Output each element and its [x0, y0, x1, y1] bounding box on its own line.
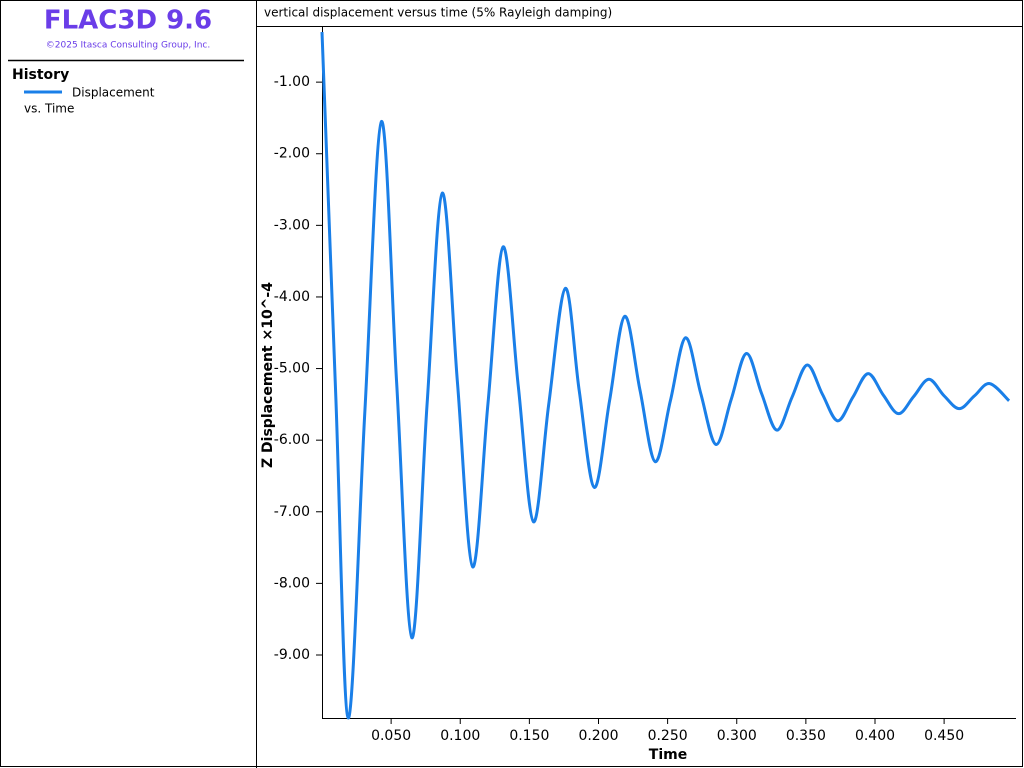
y-tick-label: -4.00	[274, 289, 310, 305]
x-tick-label: 0.050	[371, 728, 411, 744]
y-tick-label: -2.00	[274, 146, 310, 162]
chart-title: vertical displacement versus time (5% Ra…	[264, 6, 612, 20]
x-tick-label: 0.150	[509, 728, 549, 744]
x-tick-label: 0.300	[717, 728, 757, 744]
y-tick-label: -8.00	[274, 575, 310, 591]
legend-suffix: vs. Time	[24, 102, 74, 116]
y-axis-label: Z Displacement ×10^-4	[260, 282, 276, 468]
copyright: ©2025 Itasca Consulting Group, Inc.	[46, 41, 210, 51]
y-tick-label: -3.00	[274, 217, 310, 233]
y-tick-label: -7.00	[274, 504, 310, 520]
x-tick-label: 0.450	[924, 728, 964, 744]
y-tick-label: -6.00	[274, 432, 310, 448]
data-line	[320, 31, 1011, 720]
x-axis-label: Time	[649, 747, 687, 763]
x-tick-label: 0.350	[786, 728, 826, 744]
y-tick-label: -5.00	[274, 361, 310, 377]
y-tick-label: -9.00	[274, 647, 310, 663]
x-tick-label: 0.250	[648, 728, 688, 744]
x-tick-label: 0.400	[855, 728, 895, 744]
x-tick-label: 0.100	[440, 728, 480, 744]
legend-entry: Displacement	[72, 86, 155, 100]
app-title: FLAC3D 9.6	[44, 6, 212, 36]
section-title: History	[12, 67, 69, 83]
x-tick-label: 0.200	[578, 728, 618, 744]
y-tick-label: -1.00	[274, 74, 310, 90]
